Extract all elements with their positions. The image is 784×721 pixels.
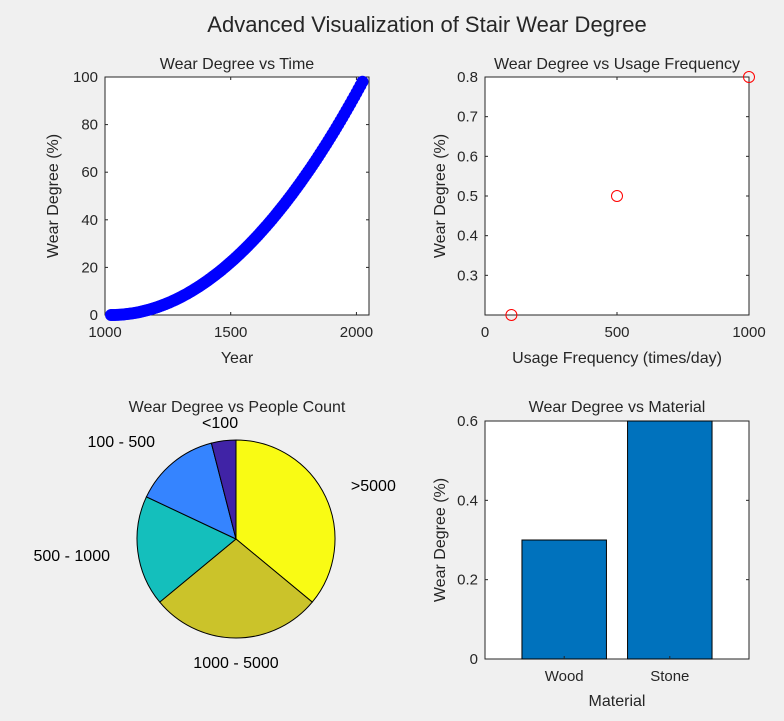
x-axis-label: Material xyxy=(589,693,646,710)
chart-title: Wear Degree vs Time xyxy=(160,56,315,73)
pie-slice xyxy=(235,439,336,603)
y-tick-label: 0.4 xyxy=(457,492,478,509)
y-tick-label: 0.7 xyxy=(457,109,478,126)
scatter-point xyxy=(611,190,623,202)
x-tick-label: 500 xyxy=(604,324,629,341)
pie-label: <100 xyxy=(202,415,238,432)
scatter-point xyxy=(505,309,518,321)
pie-labels: >5000 1000 - 5000 500 - 1000 100 - 500 <100 xyxy=(33,415,395,672)
bars xyxy=(521,420,713,660)
y-tick-label: 0.8 xyxy=(457,69,478,86)
x-tick-label: Wood xyxy=(545,668,584,685)
x-tick-label: 0 xyxy=(481,324,489,341)
y-axis-label: Wear Degree (%) xyxy=(432,134,449,258)
pie-slice xyxy=(159,538,313,639)
chart-title: Wear Degree vs Material xyxy=(529,399,706,416)
figure-title: Advanced Visualization of Stair Wear Deg… xyxy=(207,12,646,37)
y-axis-label: Wear Degree (%) xyxy=(432,478,449,602)
y-ticks: 0 0.2 0.4 0.6 xyxy=(457,413,749,668)
y-axis-label: Wear Degree (%) xyxy=(45,134,62,258)
pie-label: 1000 - 5000 xyxy=(193,655,279,672)
y-tick-label: 100 xyxy=(73,69,98,86)
bar xyxy=(627,420,713,660)
y-tick-label: 0.5 xyxy=(457,188,478,205)
series-points xyxy=(505,71,755,321)
y-tick-label: 0.6 xyxy=(457,413,478,430)
y-tick-label: 40 xyxy=(81,212,98,229)
chart-title: Wear Degree vs Usage Frequency xyxy=(494,56,740,73)
y-tick-label: 20 xyxy=(81,259,98,276)
pie-label: >5000 xyxy=(351,478,396,495)
y-ticks: 0 20 40 60 80 100 xyxy=(73,69,369,324)
y-tick-label: 0 xyxy=(90,307,98,324)
y-tick-label: 80 xyxy=(81,117,98,134)
wear-vs-people-chart: Wear Degree vs People Count >5000 1000 - … xyxy=(33,399,395,672)
bar xyxy=(521,539,607,660)
chart-title: Wear Degree vs People Count xyxy=(129,399,346,416)
y-tick-label: 0.2 xyxy=(457,572,478,589)
y-tick-label: 60 xyxy=(81,164,98,181)
pie-label: 500 - 1000 xyxy=(33,548,110,565)
x-tick-label: 1000 xyxy=(732,324,765,341)
x-tick-label: 1500 xyxy=(214,324,247,341)
x-ticks: Wood Stone xyxy=(545,656,689,685)
wear-vs-usage-chart: Wear Degree vs Usage Frequency 0 500 1000 … xyxy=(432,56,766,367)
x-tick-label: 1000 xyxy=(88,324,121,341)
wear-vs-time-chart: Wear Degree vs Time 1000 1500 2000 0 20 40 60… xyxy=(45,56,373,367)
series-line xyxy=(105,75,369,321)
plot-area xyxy=(104,76,370,316)
x-axis-label: Usage Frequency (times/day) xyxy=(512,350,722,367)
line-point xyxy=(356,75,369,88)
y-tick-label: 0.4 xyxy=(457,228,478,245)
x-tick-label: Stone xyxy=(650,668,689,685)
y-tick-label: 0.6 xyxy=(457,148,478,165)
plot-area xyxy=(484,76,750,316)
pie-slice xyxy=(145,442,237,540)
wear-vs-material-chart: Wear Degree vs Material Wood Stone 0 0.2 0.… xyxy=(432,399,750,710)
y-tick-label: 0.3 xyxy=(457,267,478,284)
scatter-point xyxy=(743,71,755,83)
x-axis-label: Year xyxy=(221,350,254,367)
x-tick-label: 2000 xyxy=(340,324,373,341)
y-ticks: 0.3 0.4 0.5 0.6 0.7 0.8 xyxy=(457,69,749,284)
pie-slice xyxy=(136,496,237,603)
x-ticks: 1000 1500 2000 xyxy=(88,77,373,341)
x-ticks: 0 500 1000 xyxy=(481,77,766,341)
pie-label: 100 - 500 xyxy=(87,434,155,451)
pie-slice xyxy=(210,439,237,540)
pie-slices xyxy=(136,439,336,639)
y-tick-label: 0 xyxy=(470,651,478,668)
